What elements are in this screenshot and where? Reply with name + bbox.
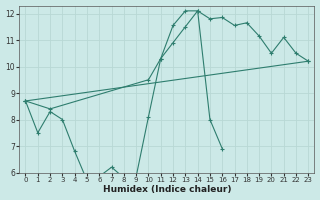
X-axis label: Humidex (Indice chaleur): Humidex (Indice chaleur) <box>103 185 231 194</box>
